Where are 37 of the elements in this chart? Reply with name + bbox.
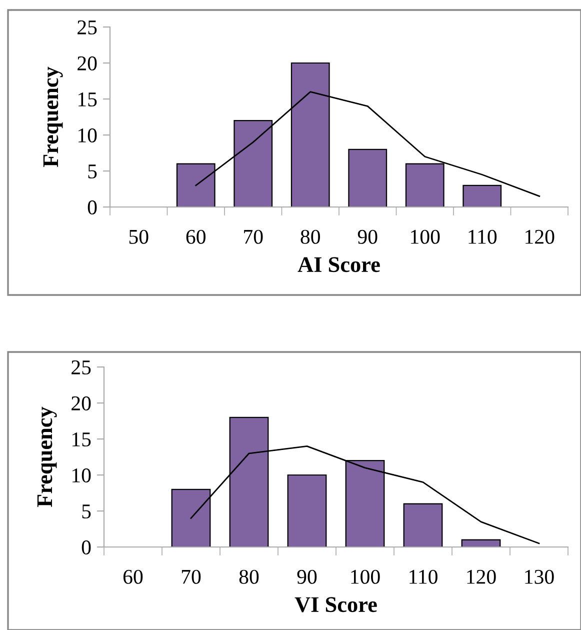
y-tick-label: 25 [78, 20, 97, 34]
y-tick-label: 25 [72, 360, 91, 374]
y-tick-label: 0 [88, 200, 97, 214]
y-tick-label: 15 [78, 92, 97, 106]
y-tick-label: 10 [78, 128, 97, 142]
x-tick-label: 110 [410, 570, 438, 584]
x-tick-label: 100 [351, 570, 380, 584]
y-tick-label: 10 [72, 468, 91, 482]
y-tick-label: 5 [82, 504, 91, 518]
x-axis-title: AI Score [298, 257, 380, 272]
x-tick-label: 120 [467, 570, 496, 584]
x-tick-label: 90 [358, 230, 378, 244]
x-tick-label: 110 [468, 230, 497, 244]
x-tick-label: 80 [239, 570, 259, 584]
y-tick-label: 0 [82, 540, 91, 554]
bar [462, 184, 502, 207]
x-tick-label: 60 [123, 570, 143, 584]
x-tick-label: 50 [129, 230, 148, 244]
bar [348, 148, 388, 207]
bar [287, 474, 327, 547]
y-tick-label: 15 [72, 432, 91, 446]
x-tick-label: 120 [526, 230, 554, 244]
x-tick-label: 70 [182, 570, 201, 584]
bar [461, 539, 501, 547]
x-tick-label: 90 [297, 570, 317, 584]
x-tick-label: 100 [411, 230, 440, 244]
x-tick-label: 130 [525, 570, 554, 584]
x-axis-title: VI Score [294, 597, 377, 612]
y-tick-label: 20 [78, 56, 97, 70]
x-tick-label: 70 [244, 230, 263, 244]
bar [403, 503, 443, 547]
y-axis-title: Frequency [37, 406, 57, 508]
y-axis-title: Frequency [43, 66, 63, 168]
x-tick-label: 80 [300, 230, 320, 244]
y-tick-label: 20 [72, 396, 91, 410]
y-tick-label: 5 [88, 164, 97, 178]
x-tick-label: 60 [186, 230, 206, 244]
